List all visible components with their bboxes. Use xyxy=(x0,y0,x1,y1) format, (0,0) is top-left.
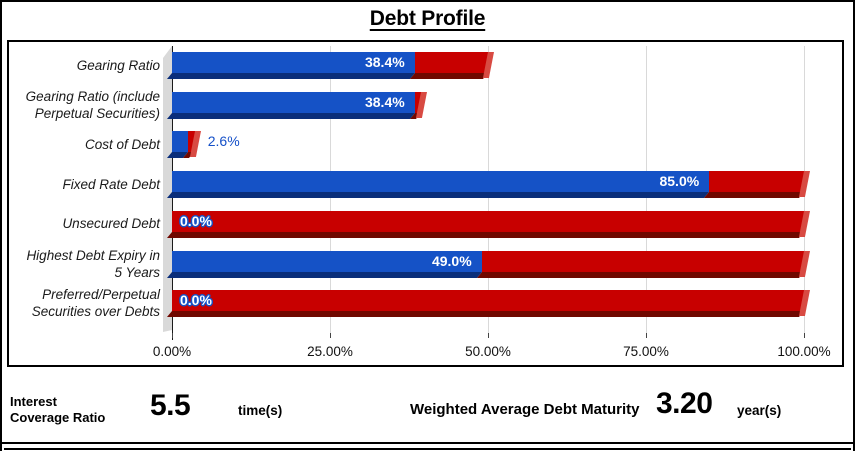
chart-title: Debt Profile xyxy=(369,7,486,30)
interest-coverage-ratio-label: Interest Coverage Ratio xyxy=(10,394,106,425)
chart-frame xyxy=(7,40,844,367)
weighted-avg-debt-maturity-value: 3.20 xyxy=(656,387,713,420)
window-border-left xyxy=(0,444,2,451)
weighted-avg-debt-maturity-unit: year(s) xyxy=(737,403,782,418)
interest-coverage-ratio-unit: time(s) xyxy=(238,403,283,418)
weighted-avg-debt-maturity-label: Weighted Average Debt Maturity xyxy=(410,401,640,418)
next-section-edge xyxy=(4,448,851,450)
window-border-right xyxy=(853,444,855,451)
interest-coverage-ratio-value: 5.5 xyxy=(150,389,191,422)
